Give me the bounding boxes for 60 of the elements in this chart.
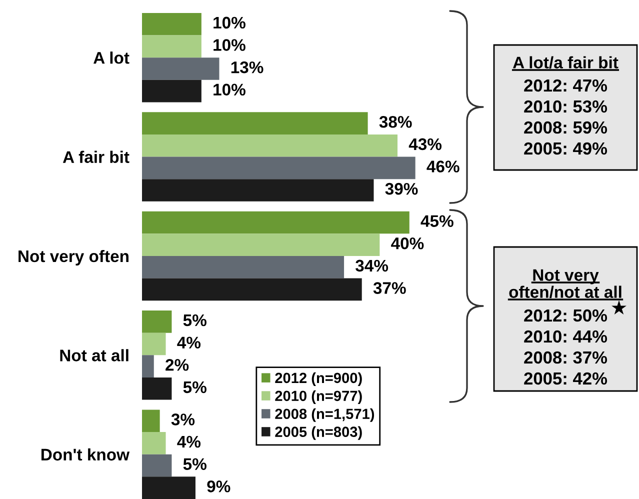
bar bbox=[142, 58, 220, 80]
bar bbox=[142, 377, 172, 400]
legend-label: 2008 (n=1,571) bbox=[275, 408, 374, 422]
data-label: 10% bbox=[214, 84, 246, 96]
data-label: 40% bbox=[391, 237, 424, 250]
bar bbox=[142, 35, 202, 58]
data-label: 43% bbox=[408, 138, 442, 150]
y-tick-label: A fair bit bbox=[62, 150, 130, 163]
bar bbox=[142, 278, 362, 301]
data-label: 4% bbox=[177, 436, 201, 448]
data-label: 5% bbox=[183, 458, 206, 470]
bar bbox=[142, 211, 410, 234]
bar bbox=[142, 156, 416, 180]
text: 2010: 53% bbox=[524, 100, 608, 113]
bar bbox=[142, 476, 196, 499]
y-tick-label: Not at all bbox=[60, 349, 128, 362]
y-tick-label: Not very often bbox=[18, 250, 128, 266]
bar bbox=[142, 80, 202, 102]
legend-label: 2010 (n=977) bbox=[275, 390, 362, 404]
bar bbox=[142, 112, 368, 134]
bar bbox=[142, 234, 380, 256]
text: ★ bbox=[612, 300, 626, 314]
text: 2010: 44% bbox=[524, 330, 608, 343]
data-label: 9% bbox=[207, 480, 230, 492]
data-label: 37% bbox=[373, 282, 406, 294]
bar bbox=[142, 134, 398, 157]
text: A lot/a fair bit bbox=[512, 56, 618, 69]
data-label: 5% bbox=[183, 314, 206, 326]
data-label: 13% bbox=[231, 61, 264, 74]
data-label: 5% bbox=[183, 381, 206, 394]
bar bbox=[142, 454, 172, 477]
data-label: 39% bbox=[385, 182, 418, 195]
bar bbox=[142, 12, 202, 36]
bar bbox=[142, 432, 166, 454]
y-tick-label: A lot bbox=[94, 52, 130, 64]
text: Not very often/not at all bbox=[509, 269, 622, 298]
data-label: 3% bbox=[171, 414, 195, 426]
data-label: 38% bbox=[379, 116, 412, 128]
bar bbox=[142, 355, 154, 378]
data-label: 34% bbox=[356, 260, 388, 272]
y-tick-label: Don't know bbox=[41, 448, 130, 461]
text: 2012: 50% bbox=[524, 309, 608, 322]
data-label: 45% bbox=[420, 215, 454, 227]
bar bbox=[142, 310, 172, 333]
data-label: 46% bbox=[426, 160, 460, 172]
text: 2008: 37% bbox=[524, 351, 608, 364]
data-label: 4% bbox=[177, 336, 201, 348]
data-label: 10% bbox=[214, 39, 246, 51]
data-label: 10% bbox=[214, 16, 246, 29]
bar bbox=[142, 410, 160, 432]
data-label: 2% bbox=[166, 359, 189, 371]
legend-label: 2005 (n=803) bbox=[275, 426, 362, 440]
legend-label: 2012 (n=900) bbox=[275, 372, 362, 386]
bar bbox=[142, 256, 344, 278]
bar bbox=[142, 179, 374, 202]
text: 2005: 49% bbox=[524, 142, 608, 155]
bar bbox=[142, 332, 166, 356]
text: 2005: 42% bbox=[524, 372, 608, 385]
text: 2008: 59% bbox=[524, 121, 608, 134]
text: 2012: 47% bbox=[524, 79, 608, 92]
